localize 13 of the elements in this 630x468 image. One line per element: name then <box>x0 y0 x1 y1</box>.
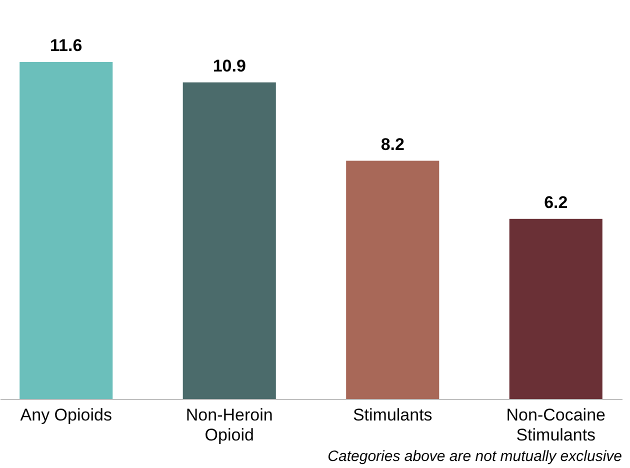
text: Categories above are not mutually exclusive <box>328 448 622 465</box>
data-label: 11.6 <box>50 36 82 55</box>
bar <box>346 160 440 399</box>
bar <box>20 62 113 399</box>
x-tick-label: Any Opioids <box>20 406 112 424</box>
x-tick-label: Non-Heroin Opioid <box>186 406 273 444</box>
x-tick-label: Non-Cocaine Stimulants <box>506 406 606 444</box>
bar <box>509 218 602 399</box>
data-label: 10.9 <box>212 56 246 76</box>
bar <box>182 82 276 399</box>
data-label: 6.2 <box>544 192 568 212</box>
x-tick-label: Stimulants <box>352 406 432 424</box>
data-label: 8.2 <box>380 134 404 154</box>
